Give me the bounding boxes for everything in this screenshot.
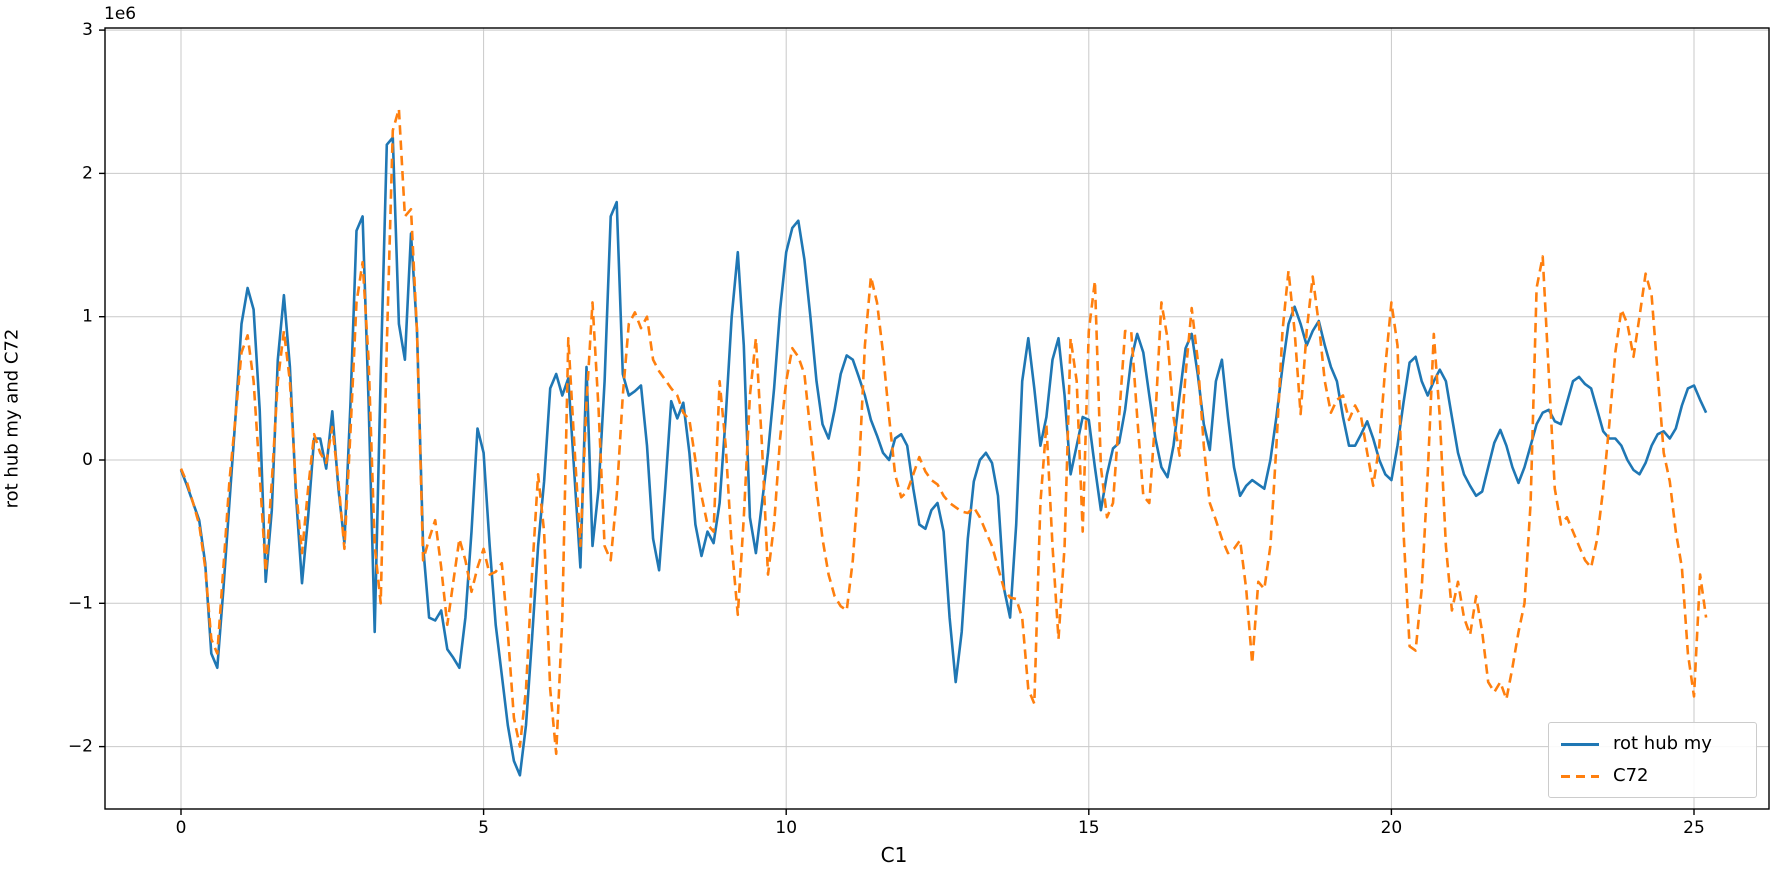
- x-tick-label: 25: [1683, 818, 1705, 838]
- y-axis-label: rot hub my and C72: [1, 328, 23, 509]
- y-axis-offset-text: 1e6: [104, 4, 137, 24]
- legend-entry-rot-hub-my: rot hub my: [1561, 732, 1746, 756]
- legend-line-sample-dashed: [1561, 774, 1599, 778]
- y-tick-label: 3: [82, 20, 93, 40]
- legend-line-sample-solid: [1561, 742, 1599, 746]
- y-tick-label: −1: [68, 593, 93, 613]
- axes-spines: [104, 27, 1770, 810]
- tick-marks: [99, 29, 1695, 815]
- x-tick-label: 10: [775, 818, 797, 838]
- y-tick-label: 2: [82, 163, 93, 183]
- legend-label: rot hub my: [1613, 733, 1712, 754]
- legend-label: C72: [1613, 765, 1649, 786]
- series-line-c72: [179, 107, 1708, 756]
- x-axis-label: C1: [880, 843, 908, 867]
- x-tick-label: 20: [1381, 818, 1403, 838]
- y-tick-label: −2: [68, 737, 93, 757]
- legend: rot hub my C72: [1548, 722, 1757, 798]
- y-tick-label: 0: [82, 450, 93, 470]
- legend-entry-c72: C72: [1561, 764, 1746, 788]
- x-tick-label: 5: [478, 818, 489, 838]
- series-line-rot-hub-my: [179, 136, 1708, 777]
- grid-lines: [105, 28, 1769, 809]
- x-tick-label: 15: [1078, 818, 1100, 838]
- y-tick-label: 1: [82, 307, 93, 327]
- x-tick-label: 0: [176, 818, 187, 838]
